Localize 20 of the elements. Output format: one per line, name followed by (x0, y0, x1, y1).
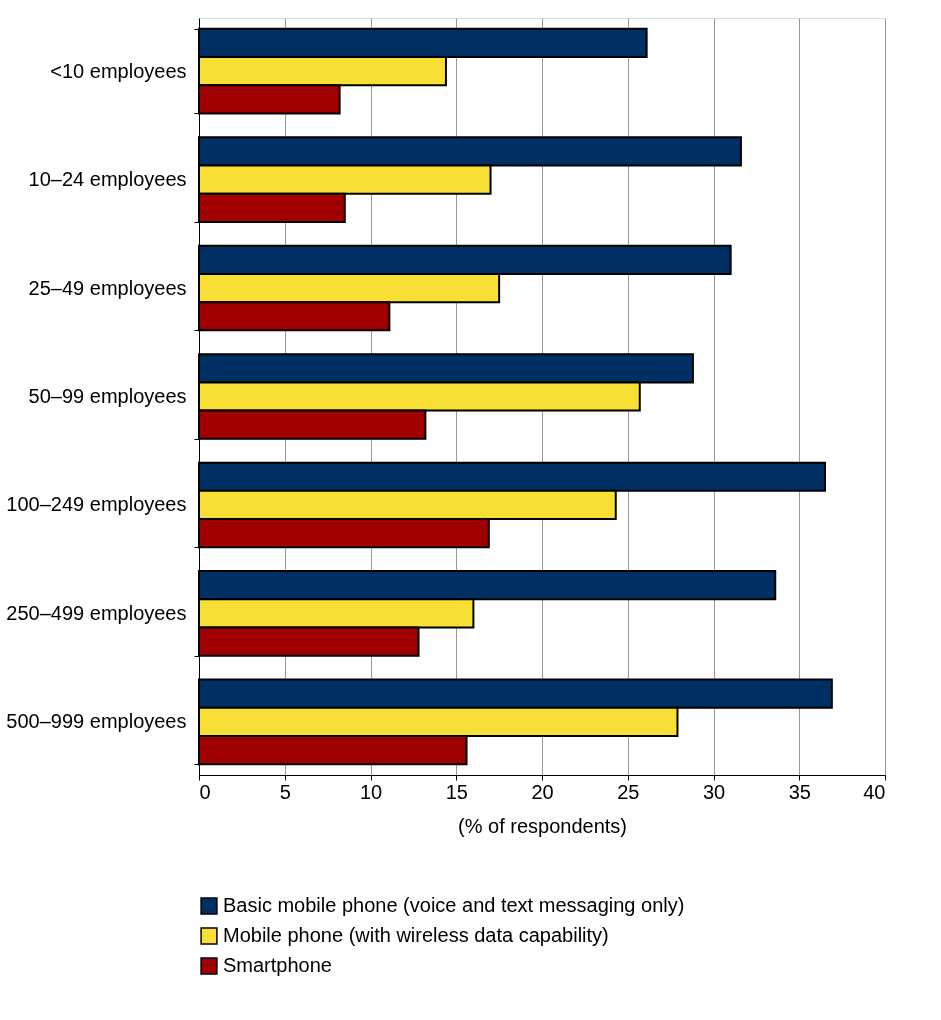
x-tick-label: 40 (863, 780, 886, 803)
legend-label: Basic mobile phone (voice and text messaging only) (223, 894, 685, 916)
y-tick-label: 10–24 employees (28, 168, 187, 191)
y-tick-label: 50–99 employees (28, 385, 187, 407)
x-tick-label: 10 (359, 780, 383, 803)
x-tick-label: 5 (279, 780, 291, 803)
x-tick-label: 0 (199, 780, 211, 803)
legend-label: Mobile phone (with wireless data capability) (223, 924, 609, 946)
x-tick-label: 15 (445, 780, 468, 803)
y-tick-label: 250–499 employees (6, 601, 187, 624)
legend-label: Smartphone (223, 954, 332, 976)
y-tick-label: 100–249 employees (6, 493, 187, 516)
y-tick-label: 500–999 employees (6, 710, 187, 733)
x-tick-label: 20 (531, 780, 554, 803)
x-tick-label: 35 (788, 780, 811, 803)
y-tick-label: 25–49 employees (28, 276, 187, 299)
x-tick-label: 30 (702, 780, 726, 803)
x-tick-label: 25 (617, 780, 640, 803)
y-tick-label: <10 employees (50, 59, 187, 82)
x-axis-title: (% of respondents) (458, 814, 627, 837)
